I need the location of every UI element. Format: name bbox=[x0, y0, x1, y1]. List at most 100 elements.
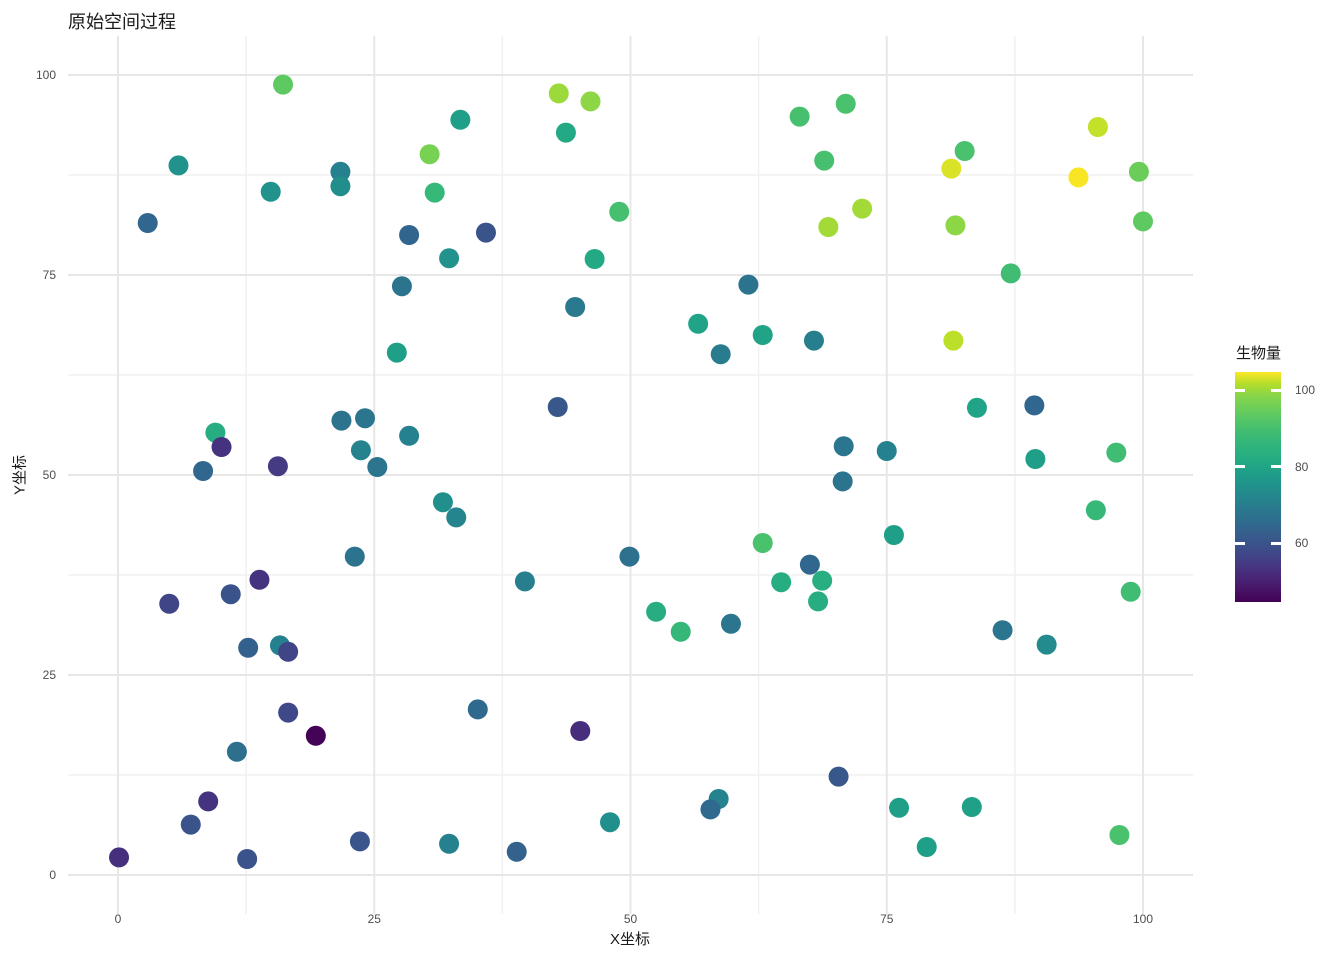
data-point bbox=[331, 410, 352, 431]
data-point bbox=[555, 122, 576, 143]
data-point bbox=[876, 441, 897, 461]
data-point bbox=[330, 176, 351, 197]
data-point bbox=[439, 248, 460, 269]
data-point bbox=[260, 181, 281, 202]
data-point bbox=[193, 461, 214, 481]
legend-tick-mark bbox=[1235, 388, 1245, 392]
data-point bbox=[168, 155, 189, 176]
data-point bbox=[350, 440, 371, 461]
data-point bbox=[367, 457, 388, 477]
data-point bbox=[799, 554, 820, 575]
data-point bbox=[467, 699, 488, 720]
data-point bbox=[1085, 500, 1106, 521]
data-point bbox=[1128, 161, 1149, 182]
data-point bbox=[238, 637, 259, 658]
data-point bbox=[278, 702, 299, 723]
data-point bbox=[446, 507, 467, 528]
data-point bbox=[386, 342, 407, 363]
data-point bbox=[943, 330, 964, 351]
data-point bbox=[1133, 211, 1153, 232]
data-point bbox=[349, 831, 370, 852]
data-point bbox=[1087, 117, 1108, 137]
y-tick-label: 25 bbox=[42, 668, 56, 682]
data-point bbox=[584, 249, 605, 269]
y-tick-label: 50 bbox=[42, 468, 56, 482]
data-point bbox=[580, 91, 601, 112]
x-axis-title: X坐标 bbox=[609, 931, 651, 948]
data-point bbox=[828, 766, 849, 787]
data-point bbox=[424, 182, 445, 203]
legend-tick-mark bbox=[1235, 465, 1245, 469]
data-point bbox=[818, 217, 839, 237]
legend-tick-mark bbox=[1271, 465, 1281, 469]
data-point bbox=[852, 198, 873, 219]
legend-tick-mark bbox=[1271, 388, 1281, 392]
data-point bbox=[1000, 263, 1021, 284]
data-point bbox=[1025, 449, 1046, 469]
data-point bbox=[670, 621, 691, 642]
legend-tick-label: 60 bbox=[1295, 536, 1309, 551]
data-point bbox=[399, 425, 420, 446]
data-point bbox=[700, 799, 721, 820]
legend-tick-mark bbox=[1235, 541, 1245, 545]
data-point bbox=[355, 408, 376, 429]
data-point bbox=[803, 330, 824, 351]
data-point bbox=[889, 797, 910, 818]
data-point bbox=[137, 213, 158, 233]
data-point bbox=[1109, 825, 1130, 845]
data-point bbox=[883, 525, 904, 545]
data-point bbox=[771, 572, 792, 593]
data-point bbox=[954, 141, 975, 161]
data-point bbox=[710, 344, 731, 365]
data-point bbox=[305, 725, 326, 746]
data-point bbox=[547, 397, 568, 417]
x-tick-label: 100 bbox=[1132, 912, 1154, 926]
y-tick-label: 100 bbox=[35, 68, 56, 82]
data-point bbox=[249, 569, 270, 590]
legend-tick-label: 80 bbox=[1295, 459, 1309, 474]
data-point bbox=[450, 109, 471, 130]
data-point bbox=[267, 456, 288, 477]
y-tick-label: 75 bbox=[42, 268, 56, 282]
data-point bbox=[738, 274, 759, 295]
data-point bbox=[220, 584, 241, 605]
data-point bbox=[916, 837, 937, 857]
data-point bbox=[833, 436, 854, 457]
data-point bbox=[812, 570, 833, 591]
data-point bbox=[1024, 395, 1045, 416]
data-point bbox=[752, 325, 773, 345]
data-point bbox=[1120, 581, 1141, 602]
data-point bbox=[688, 313, 709, 334]
data-point bbox=[344, 546, 365, 567]
legend-tick-mark bbox=[1271, 541, 1281, 545]
data-point bbox=[646, 601, 667, 622]
data-point bbox=[941, 158, 962, 179]
data-point bbox=[808, 591, 829, 612]
data-point bbox=[226, 741, 247, 762]
data-point bbox=[600, 812, 620, 833]
data-point bbox=[548, 83, 569, 104]
data-point bbox=[789, 106, 810, 127]
plot-title: 原始空间过程 bbox=[68, 12, 176, 32]
data-point bbox=[475, 222, 496, 243]
data-point bbox=[966, 397, 987, 418]
data-point bbox=[835, 93, 856, 114]
data-point bbox=[619, 546, 640, 567]
x-tick-label: 50 bbox=[623, 912, 638, 926]
data-point bbox=[1036, 634, 1057, 655]
data-point bbox=[514, 571, 535, 592]
data-point bbox=[330, 161, 351, 182]
data-point bbox=[237, 849, 258, 869]
y-axis-title: Y坐标 bbox=[11, 454, 29, 496]
data-point bbox=[211, 437, 232, 457]
data-point bbox=[391, 276, 412, 297]
data-point bbox=[432, 492, 453, 513]
legend-colorbar bbox=[1235, 372, 1281, 602]
x-tick-label: 25 bbox=[367, 912, 381, 926]
data-point bbox=[961, 797, 982, 817]
data-point bbox=[752, 533, 773, 553]
data-point bbox=[1068, 167, 1089, 188]
data-point bbox=[278, 641, 299, 662]
